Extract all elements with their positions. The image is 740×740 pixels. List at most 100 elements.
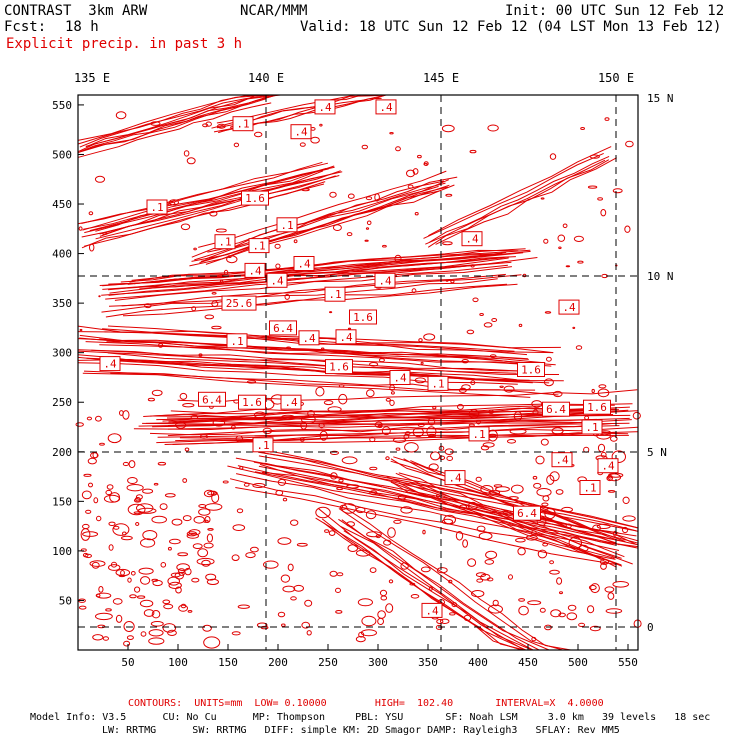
contour-cell [284,293,290,300]
contour-cell [476,525,486,532]
contour-cell [142,530,158,541]
contour-cell [546,356,552,362]
contour-cell [612,188,623,194]
contour-cell [198,508,211,516]
contour-cell [479,313,484,316]
contour-cell [215,228,227,233]
contour-cell [510,484,524,494]
contour-cell [379,589,388,597]
contour-label-box [280,394,302,410]
contour-cell [175,586,182,594]
contour-cell [604,586,615,593]
contour-label-box [293,256,315,271]
valid-time: Valid: 18 UTC Sun 12 Feb 12 (04 LST Mon … [300,19,722,35]
contour-cell [328,530,336,536]
contour-cell [605,608,623,614]
contour-cell [88,482,93,488]
contour-cell [193,247,197,251]
contour-cell [293,239,298,244]
contour-label-box [427,375,449,391]
contour-cell [137,507,157,514]
contour-cell [163,603,174,610]
contour-label-box [99,356,121,372]
contour-info: CONTOURS: UNITS=mm LOW= 0.10000 HIGH= 10… [128,698,604,709]
contour-cell [129,594,137,599]
contour-cell [239,466,244,470]
contour-cell [385,397,391,402]
contour-line [99,338,546,364]
contour-cell [393,519,402,524]
contour-label: 25.6 [226,297,253,310]
contour-cell [535,455,545,465]
forecast-hour: 18 h [65,19,99,35]
y-tick-label: 100 [52,545,72,558]
contour-cell [310,126,316,131]
contour-label: 1.6 [245,192,265,205]
contour-label-box [517,362,545,377]
contour-cell [231,425,236,430]
contour-cell [296,542,308,547]
contour-cell [597,197,603,201]
x-tick-label: 100 [168,656,188,669]
contour-cell [93,497,99,504]
contour-cell [455,531,464,541]
contour-cell [148,637,165,645]
contour-cell [513,411,523,421]
contour-line [108,261,512,296]
contour-line [78,102,272,158]
contour-cell [590,583,600,594]
contour-cell [130,571,136,576]
contour-line [428,146,612,237]
contour-labels: .4.4.1.41.6.1.1.4.1.1.4.4.4.4.125.6.41.6… [99,99,619,618]
contour-cell [369,466,378,471]
contour-cell [75,422,84,427]
contour-cell [341,503,357,514]
y-tick-label: 150 [52,495,72,508]
contour-line [108,273,506,307]
contour-cell [206,533,213,543]
contour-cell [182,515,192,522]
contour-cell [127,503,146,516]
contour-cell [329,191,337,198]
contour-label-box [221,295,257,311]
contour-cell [597,443,606,453]
contour-label-box [349,309,377,325]
contour-label: 6.4 [202,393,222,406]
contour-line [264,462,639,542]
contour-cell [544,507,556,520]
contour-cell [138,567,154,575]
contour-line [167,419,632,430]
contour-label-box [444,470,466,486]
contour-label: .1 [218,236,231,249]
y-tick-label: 200 [52,446,72,459]
contour-cell [202,123,209,128]
contour-line [102,328,554,354]
y-tick-label: 450 [52,198,72,211]
contour-label-box [314,99,336,115]
contour-cell [428,586,433,591]
contour-cell [243,482,250,487]
contour-line [167,422,630,437]
field-title: Explicit precip. in past 3 h [6,36,243,52]
contour-label: 6.4 [517,507,537,520]
contour-line [142,412,600,425]
contour-cell [253,411,266,419]
contour-cell [430,451,441,461]
contour-label: 1.6 [521,364,541,377]
contour-cell [463,614,472,622]
contour-cell [170,572,181,578]
contour-cell [205,121,212,127]
contour-line [258,451,639,532]
contour-label-box [298,330,320,346]
contour-line [198,170,447,248]
contour-line [101,278,498,313]
contour-cell [488,409,495,414]
contour-cell [461,384,471,391]
contour-line [85,341,537,366]
contour-cell [222,480,229,484]
contour-cell [151,610,161,619]
contour-line [77,161,323,225]
contour-cell [580,127,585,130]
contour-label: .4 [465,233,479,246]
x-tick-label: 450 [518,656,538,669]
